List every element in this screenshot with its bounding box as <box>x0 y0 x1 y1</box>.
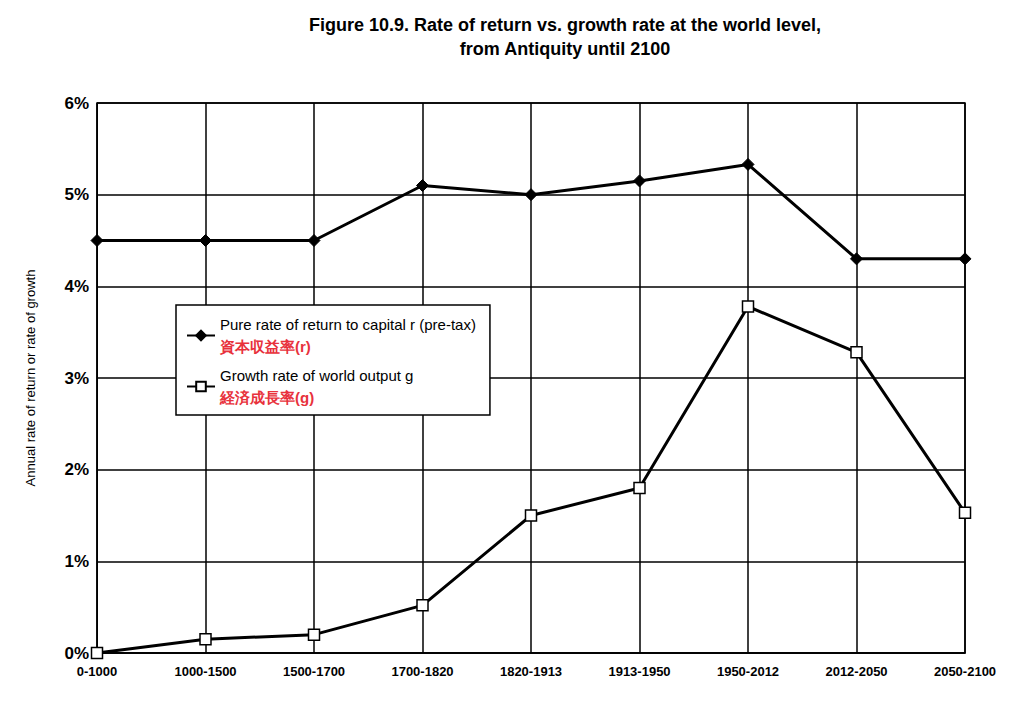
svg-text:2%: 2% <box>64 460 89 479</box>
svg-text:2012-2050: 2012-2050 <box>825 664 887 679</box>
svg-text:5%: 5% <box>64 185 89 204</box>
svg-text:1700-1820: 1700-1820 <box>391 664 453 679</box>
svg-text:4%: 4% <box>64 277 89 296</box>
svg-text:0%: 0% <box>64 644 89 663</box>
svg-text:Figure 10.9. Rate of return vs: Figure 10.9. Rate of return vs. growth r… <box>309 15 821 35</box>
svg-text:6%: 6% <box>64 94 89 113</box>
svg-text:1950-2012: 1950-2012 <box>717 664 779 679</box>
svg-text:from Antiquity until 2100: from Antiquity until 2100 <box>460 39 670 59</box>
svg-text:資本収益率(r): 資本収益率(r) <box>219 338 311 356</box>
svg-text:Pure rate of return to capital: Pure rate of return to capital r (pre-ta… <box>220 316 476 333</box>
svg-text:2050-2100: 2050-2100 <box>934 664 996 679</box>
svg-text:1%: 1% <box>64 552 89 571</box>
svg-text:Growth rate of world output g: Growth rate of world output g <box>220 367 413 384</box>
svg-text:1500-1700: 1500-1700 <box>283 664 345 679</box>
svg-text:1913-1950: 1913-1950 <box>608 664 670 679</box>
svg-text:3%: 3% <box>64 369 89 388</box>
svg-text:1000-1500: 1000-1500 <box>174 664 236 679</box>
svg-text:0-1000: 0-1000 <box>77 664 117 679</box>
svg-text:Annual rate of return or rate: Annual rate of return or rate of growth <box>23 270 38 487</box>
svg-text:経済成長率(g): 経済成長率(g) <box>219 389 314 406</box>
svg-text:1820-1913: 1820-1913 <box>500 664 562 679</box>
